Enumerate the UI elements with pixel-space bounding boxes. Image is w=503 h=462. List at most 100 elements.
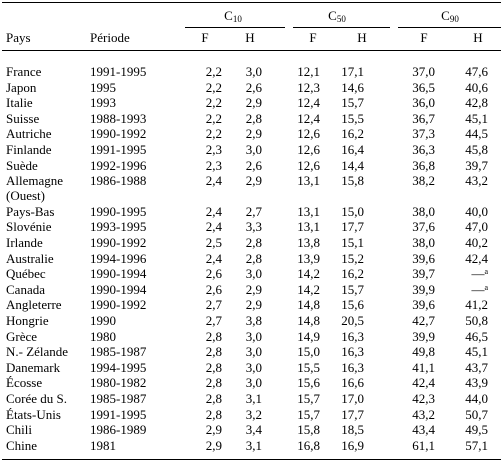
cell: 15,6 <box>297 375 320 391</box>
country: Slovénie <box>6 219 52 235</box>
cell: 2,8 <box>205 406 222 422</box>
cell: 18,5 <box>341 422 364 438</box>
cell: 38,2 <box>412 173 435 189</box>
cell: 15,7 <box>297 391 320 406</box>
cell: 40,2 <box>465 235 488 250</box>
cell: 16,3 <box>341 328 364 344</box>
cell: 15,7 <box>341 281 364 297</box>
cell-text: — <box>471 281 485 297</box>
period: 1993-1995 <box>90 219 147 235</box>
cell: 2,7 <box>245 203 262 219</box>
cell: 36,0 <box>412 95 435 111</box>
cell: 41,1 <box>412 359 435 375</box>
cell: 2,6 <box>245 79 262 95</box>
cell: 39,7 <box>412 266 435 282</box>
cell: 45,1 <box>465 110 488 126</box>
cell: 2,8 <box>245 235 262 250</box>
cell: 15,8 <box>341 173 364 189</box>
group-subscript: 90 <box>449 14 459 24</box>
period: 1981 <box>90 437 116 453</box>
country: Écosse <box>6 375 43 391</box>
cell: 42,4 <box>465 250 488 266</box>
period: 1994-1996 <box>90 250 147 266</box>
cell: 43,2 <box>465 173 488 189</box>
cell: 2,9 <box>245 297 262 313</box>
cell: 3,1 <box>245 391 262 406</box>
cell: —a <box>471 282 488 297</box>
cell: 15,7 <box>341 95 364 111</box>
group-subscript: 10 <box>232 14 242 24</box>
cell: 14,4 <box>341 157 364 173</box>
cell: 16,3 <box>341 344 364 360</box>
cell: 49,8 <box>412 344 435 360</box>
country: Pays-Bas <box>6 203 55 219</box>
cell: 15,2 <box>341 250 364 266</box>
group-header: C90 <box>420 8 480 24</box>
cell: 3,0 <box>245 328 262 344</box>
period: 1990-1992 <box>90 235 147 250</box>
cell: 2,4 <box>205 173 222 189</box>
group-header: C50 <box>307 8 367 24</box>
cell: 16,2 <box>341 126 364 142</box>
cell: 39,6 <box>412 250 435 266</box>
cell: 20,5 <box>341 313 364 328</box>
country: Chine <box>6 437 38 453</box>
cell: 16,9 <box>341 437 364 453</box>
cell: 2,8 <box>205 344 222 360</box>
period: 1991-1995 <box>90 142 147 157</box>
cell: 17,1 <box>341 64 364 79</box>
period: 1992-1996 <box>90 157 147 173</box>
cell: 43,7 <box>465 359 488 375</box>
cell: 2,3 <box>205 142 222 157</box>
cell: 17,7 <box>341 406 364 422</box>
cell: 61,1 <box>412 437 435 453</box>
cell: 17,7 <box>341 219 364 235</box>
cell: 44,5 <box>465 126 488 142</box>
column-header: H <box>245 30 255 45</box>
cell: 2,8 <box>245 250 262 266</box>
cell: 2,9 <box>245 126 262 142</box>
country: Japon <box>6 79 37 95</box>
cell: 2,7 <box>205 297 222 313</box>
cell: 13,9 <box>297 250 320 266</box>
cell: 15,7 <box>297 406 320 422</box>
cell: 2,4 <box>205 203 222 219</box>
country: N.- Zélande <box>6 344 69 360</box>
cell: 12,6 <box>297 157 320 173</box>
cell: 37,6 <box>412 219 435 235</box>
country: Angleterre <box>6 297 62 313</box>
cell: 47,6 <box>465 64 488 79</box>
group-subscript: 50 <box>336 14 346 24</box>
period: 1990 <box>90 313 116 328</box>
cell: 14,8 <box>297 297 320 313</box>
cell: 50,8 <box>465 313 488 328</box>
cell: 12,6 <box>297 126 320 142</box>
cell: 2,5 <box>205 235 222 250</box>
cell: 36,8 <box>412 157 435 173</box>
cell: 3,0 <box>245 375 262 391</box>
cell: 12,1 <box>297 64 320 79</box>
cell: 50,7 <box>465 406 488 422</box>
period: 1980 <box>90 328 116 344</box>
cell: 39,7 <box>465 157 488 173</box>
cell: 2,2 <box>205 79 222 95</box>
period: 1991-1995 <box>90 406 147 422</box>
cell: 3,0 <box>245 64 262 79</box>
period: 1985-1987 <box>90 391 147 406</box>
cell: 15,5 <box>297 359 320 375</box>
cell: —a <box>471 266 488 281</box>
column-header: Pays <box>6 30 31 45</box>
country: France <box>6 64 42 79</box>
cell: 2,2 <box>205 95 222 111</box>
country: Australie <box>6 250 54 266</box>
cell: 15,1 <box>341 235 364 250</box>
group-letter: C <box>328 8 337 23</box>
period: 1980-1982 <box>90 375 147 391</box>
period: 1990-1992 <box>90 297 147 313</box>
cell: 15,5 <box>341 110 364 126</box>
cell: 2,6 <box>205 281 222 297</box>
cell-note: a <box>484 267 488 277</box>
country: Hongrie <box>6 313 49 328</box>
cell: 14,2 <box>297 266 320 282</box>
